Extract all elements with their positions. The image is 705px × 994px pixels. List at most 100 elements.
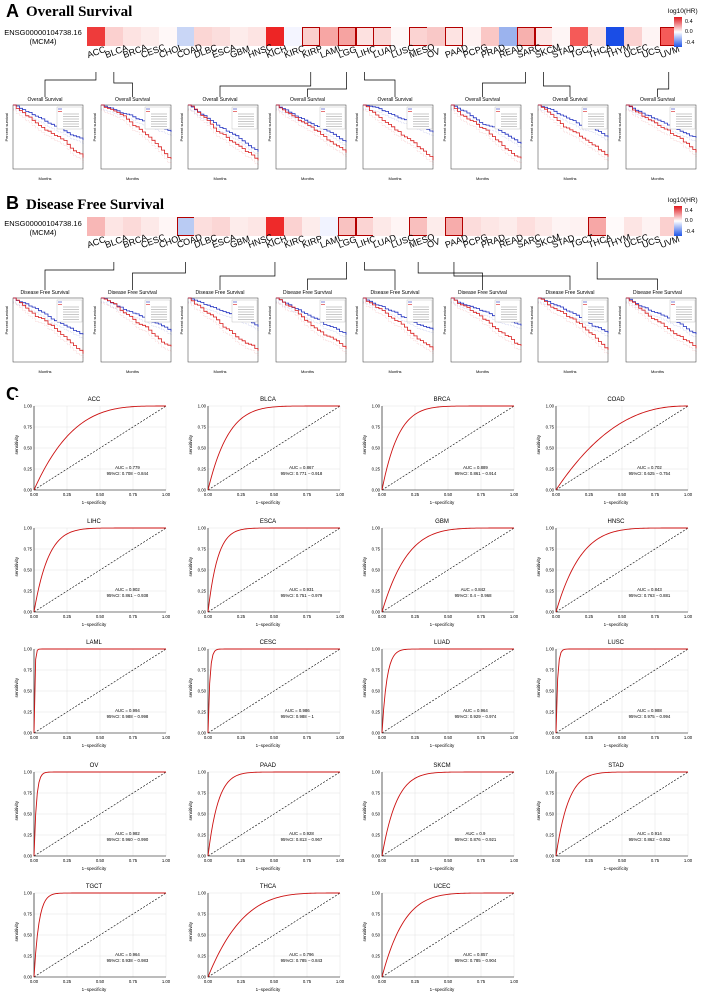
os-km-low-curve-ci-5 <box>450 108 521 148</box>
dfs-km-plot-7: Disease Free Survival Percent survival Mon… <box>616 290 699 374</box>
roc-title-hnsc: HNSC <box>607 519 625 525</box>
connect-b-link-5 <box>417 262 483 290</box>
roc-xtick-4: 1.00 <box>684 614 693 619</box>
os-km-title-0: Overall Survival <box>27 97 63 103</box>
roc-xtick-1: 0.25 <box>585 614 594 619</box>
roc-xtick-1: 0.25 <box>585 735 594 740</box>
roc-ytick-4: 1.00 <box>24 404 33 409</box>
os-cell-dlbc <box>194 27 213 46</box>
os-cell-brca <box>122 27 142 46</box>
roc-xtick-2: 0.50 <box>270 614 279 619</box>
connect-b-link-7 <box>596 262 658 290</box>
roc-ytick-2: 0.50 <box>24 689 33 694</box>
roc-ytick-3: 0.75 <box>546 547 555 552</box>
dfs-km-high-curve-ci-3 <box>275 302 346 354</box>
roc-ytick-0: 0.00 <box>372 731 381 736</box>
roc-ytick-3: 0.75 <box>198 791 207 796</box>
os-km-legend-5 <box>494 106 520 130</box>
roc-auc-box-coad: AUC = 0.702 95%CI: 0.625 − 0.754 <box>629 465 671 477</box>
roc-ci-tgct: 95%CI: 0.938 − 0.983 <box>106 957 149 963</box>
panel-letter-a: A <box>6 1 19 21</box>
roc-auc-box-stad: AUC = 0.914 95%CI: 0.862 − 0.952 <box>629 831 671 843</box>
dfs-cell-paad <box>445 217 464 236</box>
dfs-km-legend-4 <box>406 299 433 323</box>
roc-plot-lusc: LUSC sensitivity 1−specificity 0.00 0.00 0.25… <box>536 640 696 750</box>
roc-xtick-1: 0.25 <box>237 858 246 863</box>
roc-xtick-4: 1.00 <box>162 492 171 497</box>
os-cell-coad <box>176 27 195 46</box>
dfs-cell-ucec <box>624 217 643 236</box>
roc-ytick-0: 0.00 <box>546 854 555 859</box>
os-cell-ov <box>427 27 446 46</box>
roc-ytick-1: 0.25 <box>198 833 207 838</box>
roc-xtick-3: 0.75 <box>129 858 138 863</box>
os-km-plot-3: Overall Survival Percent survival Months <box>266 97 349 181</box>
roc-auc-laml: AUC = 0.994 <box>115 707 140 713</box>
roc-plot-paad: PAAD sensitivity 1−specificity 0.00 0.00 0.25… <box>188 763 348 873</box>
roc-ytick-2: 0.50 <box>546 689 555 694</box>
roc-ci-skcm: 95%CI: 0.876 − 0.921 <box>454 836 497 842</box>
roc-auc-hnsc: AUC = 0.843 <box>637 586 662 592</box>
legend-colorbar-a <box>674 17 682 47</box>
roc-auc-lihc: AUC = 0.902 <box>115 586 140 592</box>
roc-xtick-0: 0.00 <box>30 614 39 619</box>
dfs-km-high-curve-3 <box>275 297 346 349</box>
roc-auc-box-hnsc: AUC = 0.843 95%CI: 0.763 − 0.881 <box>629 587 671 599</box>
roc-ytick-0: 0.00 <box>372 488 381 493</box>
dfs-km-low-curve-ci-1 <box>100 301 171 336</box>
os-km-low-curve-6 <box>538 104 609 138</box>
roc-ytick-4: 1.00 <box>372 647 381 652</box>
roc-xlabel-stad: 1−specificity <box>603 866 629 871</box>
dfs-km-frame-6 <box>537 297 609 363</box>
dfs-km-xlabel-1: Months <box>125 369 140 374</box>
roc-plot-acc: ACC sensitivity 1−specificity 0.00 0.00 0.25 0… <box>14 397 174 507</box>
os-km-high-curve-6 <box>538 104 609 157</box>
roc-xtick-2: 0.50 <box>96 735 105 740</box>
roc-ytick-3: 0.75 <box>546 668 555 673</box>
dfs-km-high-curve-ci-2 <box>188 302 259 356</box>
os-km-plot-5: Overall Survival Percent survival Months <box>441 97 524 181</box>
roc-diagonal <box>207 771 341 857</box>
roc-xtick-0: 0.00 <box>552 858 561 863</box>
roc-xtick-1: 0.25 <box>237 614 246 619</box>
os-km-high-curve-2 <box>188 104 259 161</box>
roc-xtick-1: 0.25 <box>237 492 246 497</box>
roc-xtick-3: 0.75 <box>477 858 486 863</box>
roc-xtick-0: 0.00 <box>552 735 561 740</box>
roc-xtick-2: 0.50 <box>270 735 279 740</box>
legend-title-a: log10(HR) <box>668 8 698 15</box>
roc-ytick-4: 1.00 <box>372 770 381 775</box>
os-km-high-curve-ci-2 <box>188 109 259 166</box>
roc-ci-coad: 95%CI: 0.625 − 0.754 <box>628 470 671 476</box>
os-km-low-curve-ci-2 <box>188 108 259 156</box>
roc-auc-ucec: AUC = 0.857 <box>463 951 488 957</box>
roc-auc-box-luad: AUC = 0.964 95%CI: 0.929 − 0.974 <box>455 708 497 720</box>
dfs-km-legend-7 <box>669 299 695 323</box>
roc-curve-ov <box>33 771 166 857</box>
roc-xtick-0: 0.00 <box>378 979 387 984</box>
os-connector-lines <box>44 72 670 97</box>
os-km-title-6: Overall Survival <box>552 97 588 103</box>
roc-ytick-4: 1.00 <box>24 526 33 531</box>
os-km-plot-1: Overall Survival Percent survival Months <box>91 97 174 181</box>
dfs-km-frame-3 <box>275 297 346 363</box>
dfs-km-legend-3 <box>319 299 345 323</box>
os-cell-kirc <box>283 27 303 46</box>
roc-title-luad: LUAD <box>433 640 450 646</box>
os-km-frame-4 <box>362 104 434 170</box>
connect-b-link-3 <box>307 262 347 290</box>
roc-xtick-4: 1.00 <box>162 614 171 619</box>
roc-ytick-2: 0.50 <box>546 446 555 451</box>
dfs-km-high-curve-ci-1 <box>100 302 171 352</box>
roc-xtick-3: 0.75 <box>651 492 660 497</box>
dfs-cell-gbm <box>230 217 249 236</box>
roc-ytick-4: 1.00 <box>198 891 207 896</box>
os-cell-chol <box>158 27 177 46</box>
roc-diagonal <box>555 527 689 613</box>
os-km-frame-0 <box>12 104 84 170</box>
roc-ytick-3: 0.75 <box>198 547 207 552</box>
roc-xtick-1: 0.25 <box>63 614 72 619</box>
roc-xlabel-skcm: 1−specificity <box>429 866 455 871</box>
roc-xtick-2: 0.50 <box>618 858 627 863</box>
roc-xtick-2: 0.50 <box>618 614 627 619</box>
